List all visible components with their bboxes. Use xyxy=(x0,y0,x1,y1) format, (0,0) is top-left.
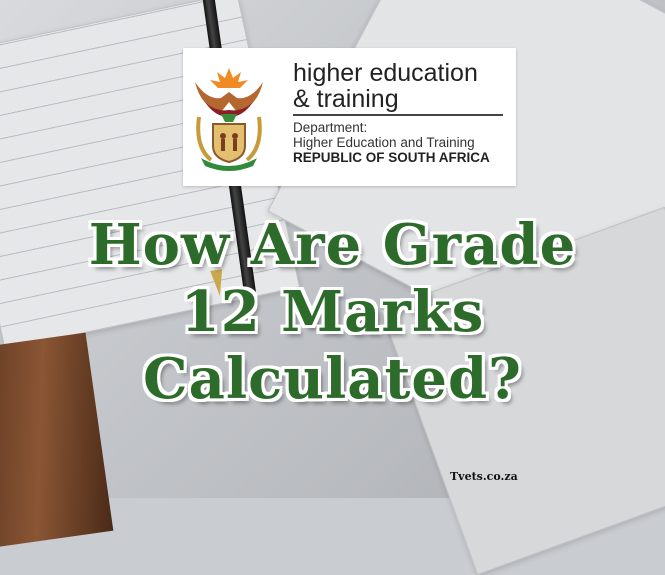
department-logo: higher education & training Department: … xyxy=(183,48,516,186)
coat-of-arms-icon xyxy=(195,68,263,171)
headline-line-3: Calculated? xyxy=(143,346,522,412)
logo-line-1: higher education xyxy=(293,59,478,87)
watermark: Tvets.co.za xyxy=(450,470,518,483)
headline-line-2: 12 Marks xyxy=(180,279,485,345)
headline: How Are Grade 12 Marks Calculated? xyxy=(0,212,665,413)
department-name: Higher Education and Training xyxy=(293,135,475,150)
headline-line-1: How Are Grade xyxy=(88,212,577,278)
logo-line-2: & training xyxy=(293,85,399,113)
logo-divider xyxy=(293,114,503,116)
country-name: REPUBLIC OF SOUTH AFRICA xyxy=(293,150,490,165)
department-label: Department: xyxy=(293,120,368,135)
